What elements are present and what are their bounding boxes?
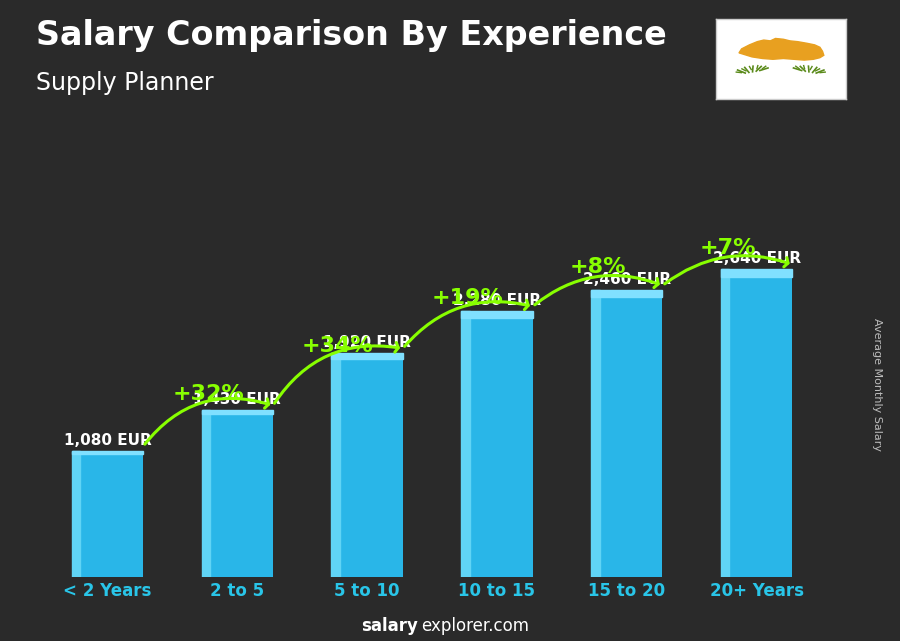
Bar bbox=[202, 410, 273, 414]
Text: 2,460 EUR: 2,460 EUR bbox=[582, 272, 670, 287]
Text: 2,640 EUR: 2,640 EUR bbox=[713, 251, 801, 266]
Text: +32%: +32% bbox=[172, 383, 244, 404]
Bar bbox=[202, 410, 210, 577]
Text: salary: salary bbox=[362, 617, 418, 635]
Bar bbox=[721, 269, 730, 577]
Bar bbox=[72, 451, 143, 454]
Text: Supply Planner: Supply Planner bbox=[36, 71, 213, 94]
Bar bbox=[721, 269, 792, 277]
Text: +8%: +8% bbox=[570, 258, 626, 278]
Text: Average Monthly Salary: Average Monthly Salary bbox=[872, 318, 883, 451]
Bar bbox=[591, 290, 599, 577]
Bar bbox=[721, 269, 792, 577]
Bar bbox=[331, 353, 403, 359]
Bar bbox=[591, 290, 662, 577]
Text: 1,080 EUR: 1,080 EUR bbox=[64, 433, 151, 447]
Bar bbox=[331, 353, 403, 577]
Text: +34%: +34% bbox=[302, 336, 374, 356]
Text: +19%: +19% bbox=[432, 288, 504, 308]
Bar bbox=[461, 311, 470, 577]
Bar bbox=[331, 353, 340, 577]
Polygon shape bbox=[739, 38, 824, 60]
Bar bbox=[591, 290, 662, 297]
Bar bbox=[72, 451, 143, 577]
Text: 1,920 EUR: 1,920 EUR bbox=[323, 335, 411, 349]
Text: +7%: +7% bbox=[699, 238, 756, 258]
Text: Salary Comparison By Experience: Salary Comparison By Experience bbox=[36, 19, 667, 52]
Bar bbox=[202, 410, 273, 577]
Text: 2,280 EUR: 2,280 EUR bbox=[453, 293, 541, 308]
Text: explorer.com: explorer.com bbox=[421, 617, 529, 635]
Bar bbox=[461, 311, 533, 318]
Bar bbox=[72, 451, 80, 577]
Bar bbox=[461, 311, 533, 577]
Text: 1,430 EUR: 1,430 EUR bbox=[194, 392, 281, 407]
